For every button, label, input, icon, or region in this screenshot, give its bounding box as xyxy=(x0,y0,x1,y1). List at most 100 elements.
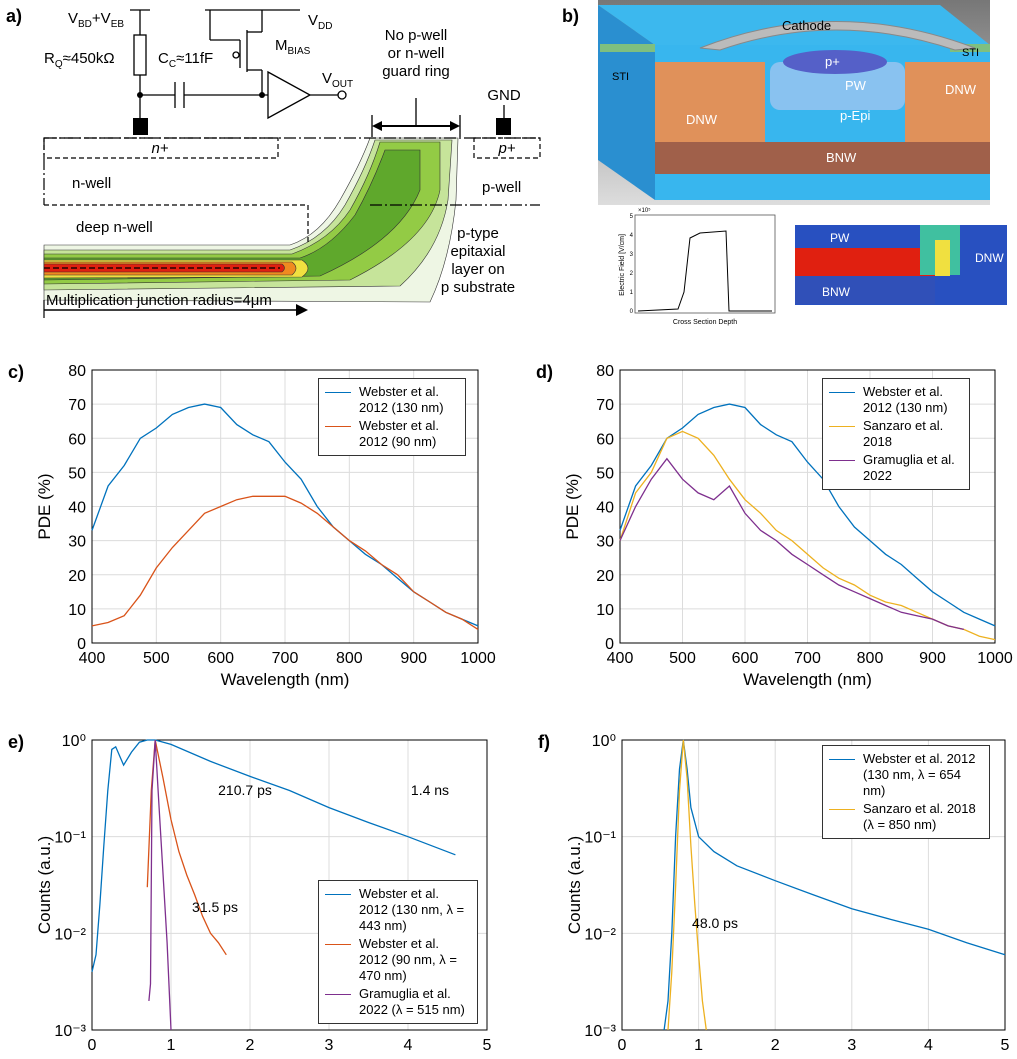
x-tick-label: 900 xyxy=(919,650,946,667)
y-tick-label: 40 xyxy=(596,500,614,517)
annotation: 48.0 ps xyxy=(692,915,738,931)
annotation: 1.4 ns xyxy=(411,782,449,798)
t: DD xyxy=(318,21,332,32)
legend-label: Sanzaro et al. 2018 xyxy=(863,418,944,449)
label: Electric Field [V/cm] xyxy=(619,234,626,296)
legend: Webster et al. 2012 (130 nm, λ = 654 nm)… xyxy=(822,745,990,839)
y-tick-label: 10⁻¹ xyxy=(584,830,616,847)
legend-item: Sanzaro et al. 2018 (λ = 850 nm) xyxy=(829,801,983,833)
y-axis-label: Counts (a.u.) xyxy=(565,836,584,934)
y-tick-label: 60 xyxy=(68,431,86,448)
legend-swatch xyxy=(325,994,351,995)
t: BD xyxy=(78,19,92,30)
y-tick-label: 80 xyxy=(596,363,614,380)
x-tick-label: 5 xyxy=(1001,1037,1010,1054)
x-tick-label: 4 xyxy=(924,1037,933,1054)
legend-swatch xyxy=(325,894,351,895)
legend: Webster et al. 2012 (130 nm) Sanzaro et a… xyxy=(822,378,970,490)
legend-item: Gramuglia et al. 2022 xyxy=(829,452,963,484)
label: deep n-well xyxy=(76,219,153,236)
t: BIAS xyxy=(288,46,311,57)
label: p-Epi xyxy=(840,108,870,123)
legend-swatch xyxy=(829,426,855,427)
x-tick-label: 400 xyxy=(607,650,634,667)
label: GND xyxy=(487,87,521,104)
t: +V xyxy=(92,10,111,27)
legend-swatch xyxy=(325,944,351,945)
label: 3 xyxy=(630,252,634,258)
t: M xyxy=(275,37,288,54)
legend-label: Webster et al. 2012 (130 nm, λ = 443 nm) xyxy=(359,886,465,933)
legend-label: Gramuglia et al. 2022 xyxy=(863,452,955,483)
label: STI xyxy=(612,71,629,83)
x-tick-label: 500 xyxy=(143,650,170,667)
x-tick-label: 700 xyxy=(794,650,821,667)
series-line xyxy=(667,739,707,1031)
label: Multiplication junction radius=4μm xyxy=(46,292,272,309)
x-tick-label: 1000 xyxy=(460,650,496,667)
x-tick-label: 4 xyxy=(404,1037,413,1054)
label: No p-well xyxy=(385,27,448,44)
legend-swatch xyxy=(325,392,351,393)
x-tick-label: 2 xyxy=(246,1037,255,1054)
y-tick-label: 10⁻³ xyxy=(54,1023,86,1040)
label: 5 xyxy=(630,214,634,220)
series-line xyxy=(663,739,1006,1031)
x-tick-label: 1000 xyxy=(977,650,1013,667)
legend-item: Webster et al. 2012 (130 nm, λ = 443 nm) xyxy=(325,886,471,934)
y-axis-label: PDE (%) xyxy=(35,473,54,539)
label: 1 xyxy=(630,290,634,296)
t: C xyxy=(169,59,176,70)
panel-label: b) xyxy=(562,6,579,26)
y-tick-label: 30 xyxy=(68,534,86,551)
x-tick-label: 1 xyxy=(694,1037,703,1054)
legend-item: Webster et al. 2012 (130 nm) xyxy=(325,384,459,416)
label: layer on xyxy=(451,261,504,278)
panel-label: f) xyxy=(538,732,550,752)
legend-item: Webster et al. 2012 (130 nm, λ = 654 nm) xyxy=(829,751,983,799)
series-line xyxy=(619,403,996,627)
t: OUT xyxy=(332,79,353,90)
panel-label: d) xyxy=(536,362,553,382)
label: p+ xyxy=(497,140,515,157)
x-axis-label: Wavelength (nm) xyxy=(743,670,872,689)
label: n-well xyxy=(72,175,111,192)
legend-label: Gramuglia et al. 2022 (λ = 515 nm) xyxy=(359,986,465,1017)
t: R xyxy=(44,50,55,67)
label: p-type xyxy=(457,225,499,242)
y-tick-label: 40 xyxy=(68,500,86,517)
legend-label: Sanzaro et al. 2018 (λ = 850 nm) xyxy=(863,801,976,832)
label: Cathode xyxy=(782,18,831,33)
annotation: 210.7 ps xyxy=(218,782,272,798)
label: DNW xyxy=(945,82,977,97)
panel-label: c) xyxy=(8,362,24,382)
y-tick-label: 0 xyxy=(605,636,614,653)
y-tick-label: 10⁻³ xyxy=(584,1023,616,1040)
y-tick-label: 70 xyxy=(596,397,614,414)
x-tick-label: 400 xyxy=(79,650,106,667)
label: epitaxial xyxy=(450,243,505,260)
y-axis-label: Counts (a.u.) xyxy=(35,836,54,934)
legend-label: Webster et al. 2012 (90 nm, λ = 470 nm) xyxy=(359,936,457,983)
x-tick-label: 800 xyxy=(857,650,884,667)
label: STI xyxy=(962,47,979,59)
x-tick-label: 900 xyxy=(400,650,427,667)
panel-b: b) Cathode STI STI p+ PW p-Epi DNW DNW B… xyxy=(562,0,1007,326)
x-tick-label: 2 xyxy=(771,1037,780,1054)
t: V xyxy=(68,10,78,27)
label: CC≈11fF xyxy=(158,50,213,70)
label: RQ≈450kΩ xyxy=(44,50,115,70)
legend-item: Webster et al. 2012 (90 nm, λ = 470 nm) xyxy=(325,936,471,984)
legend-swatch xyxy=(829,809,855,810)
y-tick-label: 20 xyxy=(68,568,86,585)
legend-label: Webster et al. 2012 (90 nm) xyxy=(359,418,439,449)
panel-label: a) xyxy=(6,6,22,26)
y-tick-label: 80 xyxy=(68,363,86,380)
legend-label: Webster et al. 2012 (130 nm) xyxy=(863,384,948,415)
label: 2 xyxy=(630,271,634,277)
x-tick-label: 3 xyxy=(325,1037,334,1054)
axes-box xyxy=(619,369,996,644)
label: BNW xyxy=(822,285,851,299)
label: BNW xyxy=(826,150,857,165)
